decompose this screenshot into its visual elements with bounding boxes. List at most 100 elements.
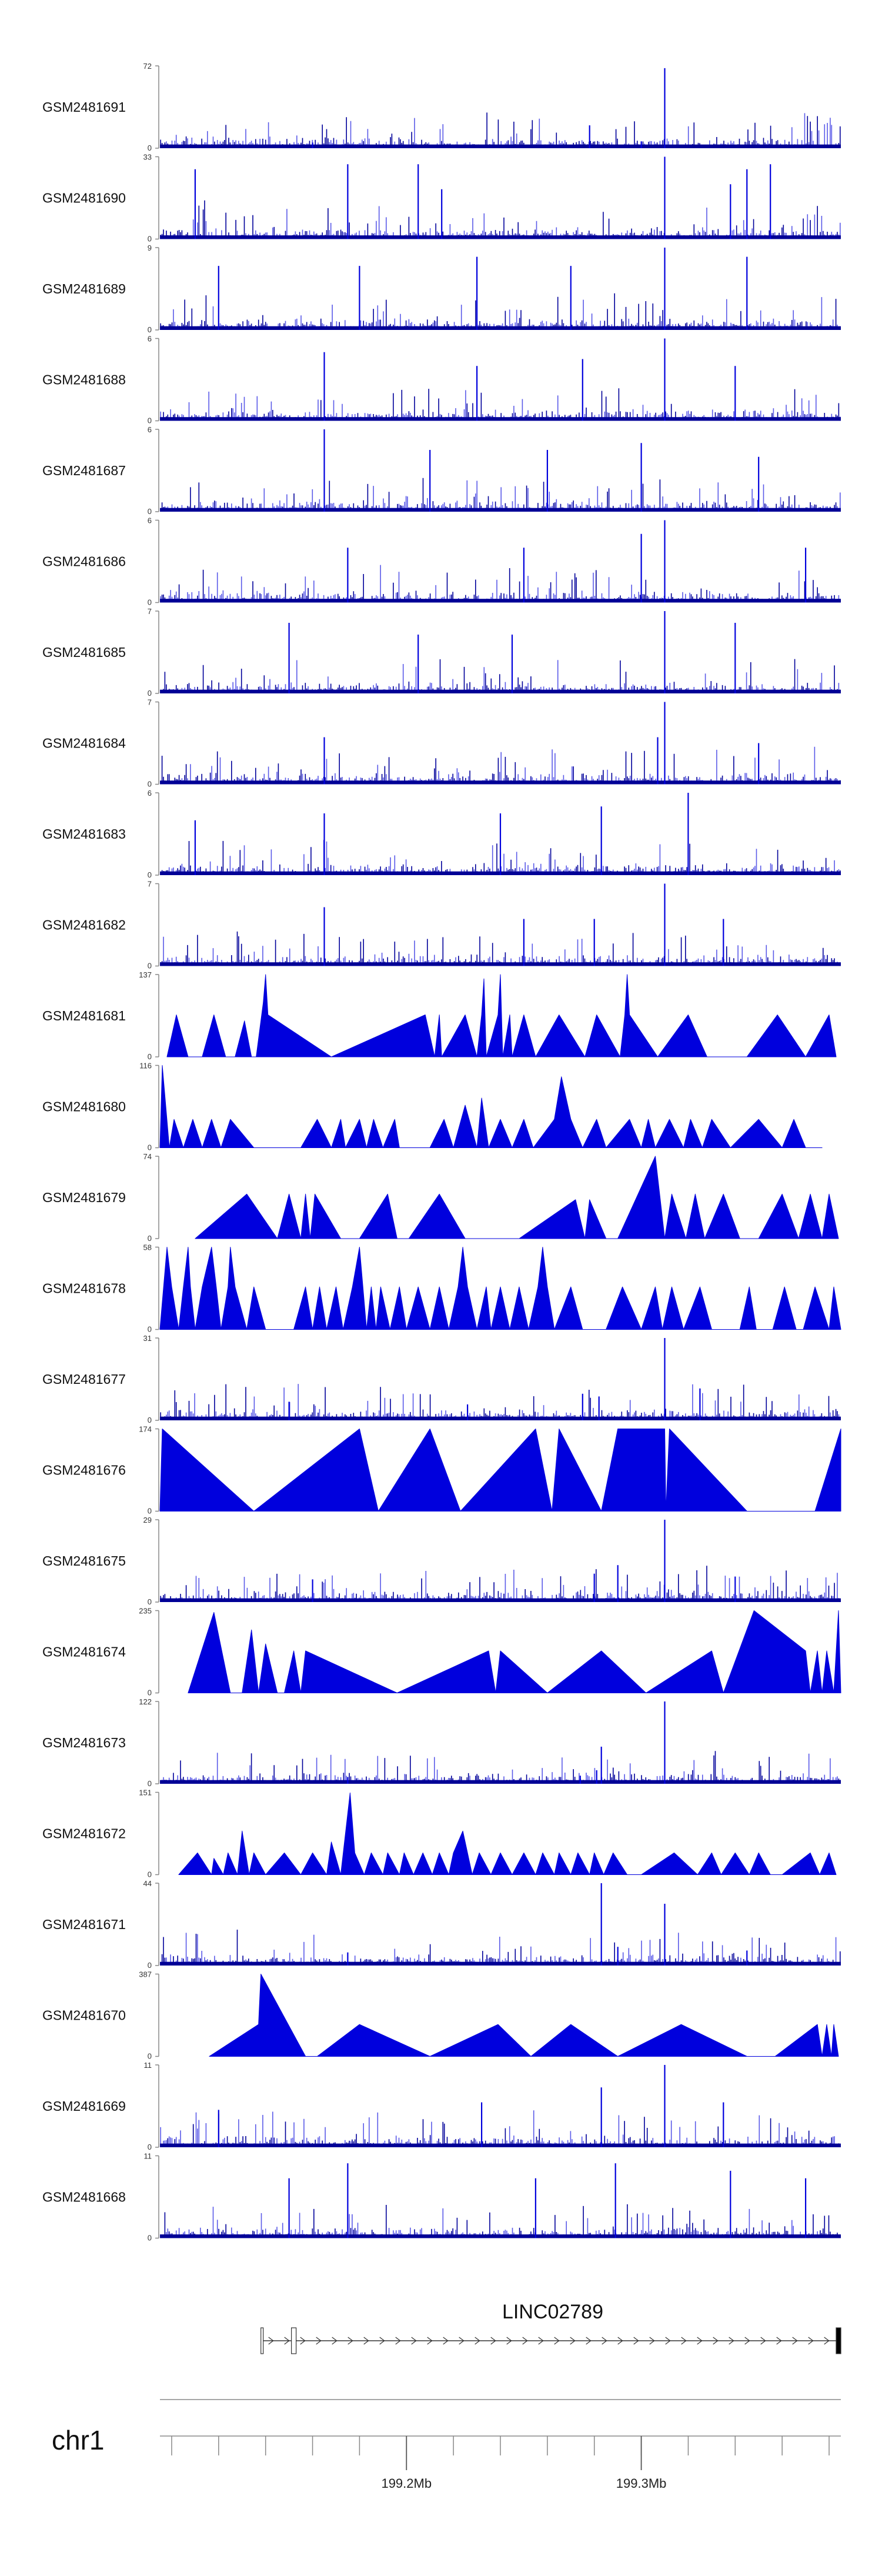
y-tick-label-zero: 0 xyxy=(148,507,152,516)
y-tick-label-zero: 0 xyxy=(148,1961,152,1970)
track-label: GSM2481682 xyxy=(42,917,126,933)
signal-bars-light xyxy=(168,206,841,239)
gene-model xyxy=(260,2327,841,2354)
track-GSM2481677: GSM2481677 31 0 xyxy=(42,1334,841,1424)
signal-bars-light xyxy=(166,297,841,330)
y-tick-label-zero: 0 xyxy=(148,870,152,879)
y-tick-label-max: 72 xyxy=(143,62,152,71)
y-tick-label-zero: 0 xyxy=(148,1052,152,1061)
track-GSM2481675: GSM2481675 29 0 xyxy=(42,1516,841,1606)
signal-bars xyxy=(160,931,835,966)
strand-arrow xyxy=(554,2337,560,2345)
signal-bars xyxy=(160,112,841,148)
signal-bars-light xyxy=(166,113,837,148)
track-GSM2481688: GSM2481688 6 0 xyxy=(42,335,841,425)
y-tick-label-zero: 0 xyxy=(148,1507,152,1516)
signal-bars-light xyxy=(163,936,841,966)
y-tick-label-zero: 0 xyxy=(148,1597,152,1606)
track-label: GSM2481679 xyxy=(42,1190,126,1205)
strand-arrow xyxy=(538,2337,544,2345)
y-tick-label-max: 7 xyxy=(148,698,152,707)
track-GSM2481683: GSM2481683 6 0 xyxy=(42,789,841,879)
strand-arrow xyxy=(824,2337,830,2345)
signal-baseline xyxy=(160,1416,841,1420)
y-tick-label-max: 6 xyxy=(148,425,152,434)
track-label: GSM2481684 xyxy=(42,736,126,751)
signal-bars xyxy=(161,478,837,512)
strand-arrow xyxy=(490,2337,496,2345)
signal-area xyxy=(159,1065,823,1148)
y-tick-label-max: 9 xyxy=(148,243,152,252)
y-tick-label-zero: 0 xyxy=(148,780,152,789)
y-tick-label-max: 11 xyxy=(144,2152,152,2161)
track-GSM2481676: GSM2481676 174 0 xyxy=(42,1425,841,1516)
track-label: GSM2481674 xyxy=(42,1644,126,1660)
track-GSM2481690: GSM2481690 33 0 xyxy=(42,153,841,243)
strand-arrow xyxy=(332,2337,338,2345)
y-tick-label-zero: 0 xyxy=(148,1143,152,1152)
strand-arrow xyxy=(792,2337,798,2345)
strand-arrow xyxy=(713,2337,719,2345)
y-tick-label-max: 33 xyxy=(143,153,152,162)
strand-arrow xyxy=(348,2337,353,2345)
track-GSM2481671: GSM2481671 44 0 xyxy=(42,1879,841,1970)
signal-bars-light xyxy=(161,1384,840,1420)
genome-axis: chr1 199.2Mb 199.3Mb xyxy=(52,2399,841,2491)
signal-baseline xyxy=(160,1961,841,1966)
track-label: GSM2481671 xyxy=(42,1917,126,1932)
track-GSM2481689: GSM2481689 9 0 xyxy=(42,243,841,334)
strand-arrow xyxy=(411,2337,417,2345)
track-GSM2481681: GSM2481681 137 0 xyxy=(42,970,837,1061)
track-GSM2481686: GSM2481686 6 0 xyxy=(42,516,841,607)
y-tick-label-zero: 0 xyxy=(148,235,152,243)
gene-exon xyxy=(836,2327,841,2354)
signal-area xyxy=(209,1974,839,2057)
track-GSM2481669: GSM2481669 11 0 xyxy=(42,2061,841,2151)
signal-area xyxy=(159,1429,841,1511)
track-GSM2481680: GSM2481680 116 0 xyxy=(42,1062,823,1152)
strand-arrow xyxy=(300,2337,306,2345)
signal-bars-light xyxy=(160,390,841,421)
signal-area xyxy=(178,1792,837,1875)
strand-arrow xyxy=(633,2337,639,2345)
y-tick-label-zero: 0 xyxy=(148,416,152,425)
track-label: GSM2481677 xyxy=(42,1372,126,1387)
y-tick-label-max: 116 xyxy=(139,1062,152,1070)
y-tick-label-max: 31 xyxy=(143,1334,152,1343)
signal-bars-light xyxy=(161,2207,841,2238)
y-tick-label-max: 235 xyxy=(139,1607,152,1616)
track-label: GSM2481685 xyxy=(42,645,126,660)
signal-area xyxy=(188,1610,841,1693)
y-tick-label-zero: 0 xyxy=(148,1416,152,1424)
signal-baseline xyxy=(160,417,841,421)
y-tick-label-max: 6 xyxy=(148,516,152,525)
signal-tracks: GSM2481691720GSM2481690330GSM248168990GS… xyxy=(42,62,841,2243)
track-GSM2481691: GSM2481691 72 0 xyxy=(42,62,841,152)
signal-bars xyxy=(160,2204,838,2238)
strand-arrow xyxy=(427,2337,433,2345)
strand-arrow xyxy=(363,2337,369,2345)
strand-arrow xyxy=(268,2337,274,2345)
strand-arrow xyxy=(459,2337,465,2345)
track-label: GSM2481687 xyxy=(42,463,126,478)
strand-arrow xyxy=(395,2337,401,2345)
strand-arrow xyxy=(744,2337,750,2345)
track-label: GSM2481670 xyxy=(42,2008,126,2023)
track-label: GSM2481668 xyxy=(42,2190,126,2205)
y-tick-label-max: 122 xyxy=(139,1697,152,1706)
gene-exon xyxy=(260,2327,264,2354)
track-label: GSM2481675 xyxy=(42,1553,126,1569)
y-tick-label-max: 58 xyxy=(143,1243,152,1252)
y-tick-label-max: 29 xyxy=(143,1516,152,1524)
strand-arrow xyxy=(570,2337,576,2345)
axis-tick-label: 199.2Mb xyxy=(381,2476,432,2491)
strand-arrow xyxy=(729,2337,734,2345)
track-GSM2481687: GSM2481687 6 0 xyxy=(42,425,841,516)
y-tick-label-zero: 0 xyxy=(148,1870,152,1879)
strand-arrow xyxy=(506,2337,512,2345)
track-GSM2481682: GSM2481682 7 0 xyxy=(42,880,841,970)
signal-baseline xyxy=(160,599,841,603)
y-tick-label-zero: 0 xyxy=(148,598,152,607)
signal-baseline xyxy=(160,689,841,693)
